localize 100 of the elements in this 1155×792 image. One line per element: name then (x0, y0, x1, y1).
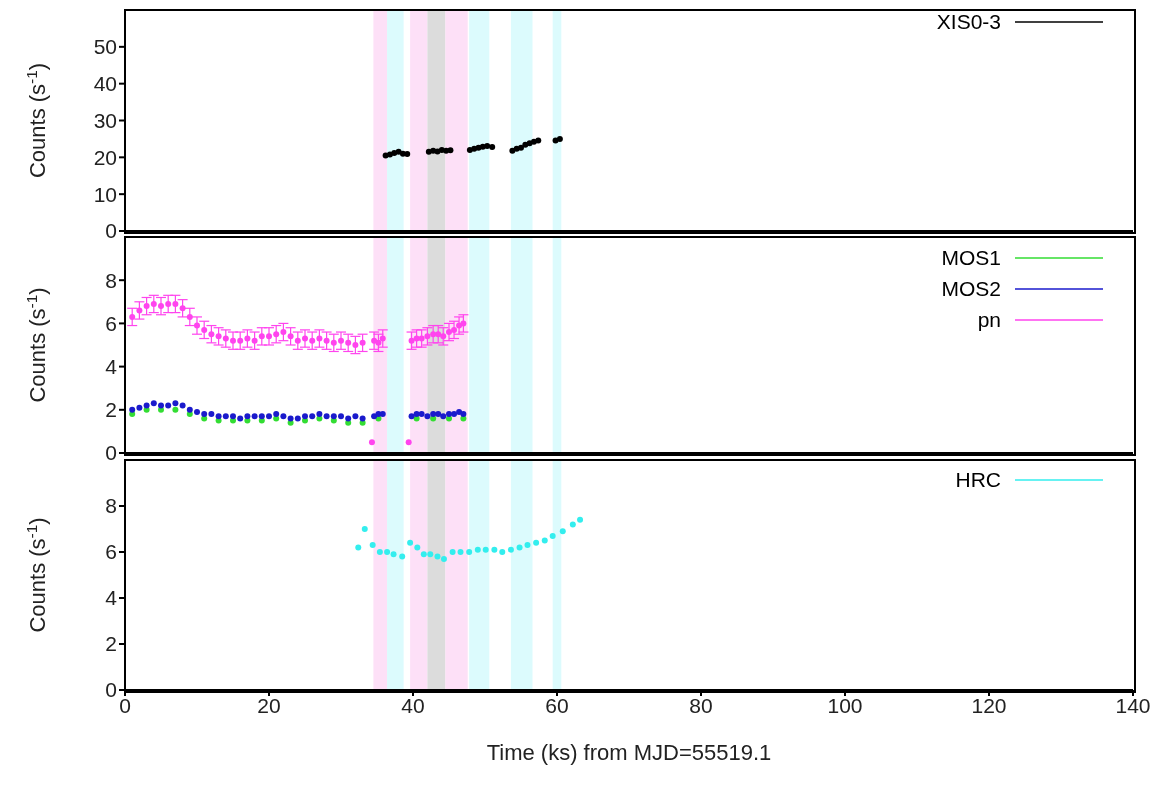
point (499, 549, 506, 555)
point (165, 402, 172, 409)
point (430, 331, 437, 338)
legend-label: pn (977, 307, 1001, 332)
point (165, 300, 172, 307)
point (172, 406, 179, 413)
point (424, 333, 431, 340)
point (143, 303, 150, 310)
point (186, 406, 193, 413)
point (457, 549, 464, 555)
point (491, 546, 498, 553)
point (440, 555, 447, 562)
y-tick-label: 40 (93, 72, 117, 96)
point (237, 415, 244, 422)
y-tick-label: 50 (93, 35, 117, 59)
point (399, 553, 406, 560)
point (294, 415, 301, 422)
point (179, 305, 186, 312)
x-tick-label: 120 (971, 693, 1007, 717)
point (518, 144, 524, 151)
point (302, 413, 308, 420)
point (129, 313, 136, 320)
point (408, 413, 415, 420)
point (368, 439, 375, 446)
point (323, 337, 330, 344)
point (287, 415, 294, 422)
point (222, 413, 229, 420)
point (251, 337, 258, 344)
point (208, 411, 215, 418)
point (407, 539, 414, 546)
point (509, 147, 516, 154)
point (266, 413, 272, 420)
point (430, 411, 437, 418)
point (376, 549, 383, 555)
point (456, 408, 463, 415)
point (330, 339, 337, 346)
point (420, 551, 427, 558)
x-axis-title: Time (ks) from MJD=55519.1 (486, 740, 772, 765)
point (379, 335, 386, 342)
point (352, 413, 359, 420)
point (447, 147, 454, 154)
point (384, 549, 391, 555)
point (136, 404, 143, 411)
point (194, 408, 200, 415)
point (158, 406, 164, 413)
y-tick-label: 0 (105, 441, 117, 465)
point (390, 551, 397, 558)
point (280, 329, 287, 336)
point (375, 339, 382, 346)
point (338, 413, 344, 420)
point (316, 335, 323, 342)
point (345, 419, 352, 426)
y-tick-label: 4 (105, 586, 118, 610)
point (434, 553, 441, 560)
point (435, 331, 442, 338)
point (150, 300, 157, 307)
point (309, 413, 316, 420)
point (424, 413, 431, 420)
point (222, 335, 229, 342)
point (323, 413, 330, 420)
point (379, 411, 386, 418)
point (266, 333, 272, 340)
point (408, 337, 415, 344)
point (208, 331, 215, 338)
point (522, 141, 529, 148)
point (316, 411, 323, 418)
y-tick-label: 6 (105, 540, 117, 564)
y-tick-label: 8 (105, 268, 117, 292)
y-tick-label: 4 (105, 355, 118, 379)
point (352, 342, 359, 348)
point (129, 406, 136, 413)
point (460, 320, 467, 327)
point (414, 544, 421, 551)
point (258, 333, 265, 340)
point (201, 326, 208, 333)
legend-label: MOS2 (941, 276, 1001, 301)
point (440, 333, 447, 340)
point (172, 300, 179, 307)
point (413, 411, 420, 418)
point (136, 307, 143, 314)
point (251, 413, 258, 420)
point (460, 411, 467, 418)
legend-label: HRC (955, 467, 1001, 492)
point (273, 331, 280, 338)
point (150, 400, 157, 407)
x-tick-label: 100 (827, 693, 863, 717)
point (405, 439, 412, 446)
y-tick-label: 2 (105, 398, 117, 422)
point (449, 549, 456, 555)
point (418, 411, 425, 418)
point (418, 335, 425, 342)
point (287, 333, 294, 340)
point (533, 539, 540, 546)
point (451, 326, 458, 333)
point (359, 415, 366, 422)
point (466, 549, 473, 555)
point (158, 402, 164, 409)
point (451, 411, 458, 418)
point (258, 413, 265, 420)
point (556, 135, 563, 142)
